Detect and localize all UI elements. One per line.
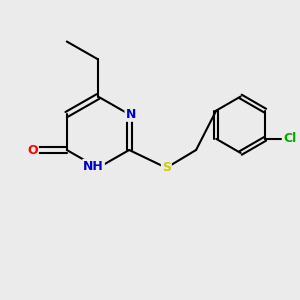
Text: S: S [162, 161, 171, 174]
Text: Cl: Cl [283, 132, 296, 146]
Text: NH: NH [83, 160, 104, 173]
Text: O: O [27, 143, 38, 157]
Text: N: N [125, 108, 136, 121]
